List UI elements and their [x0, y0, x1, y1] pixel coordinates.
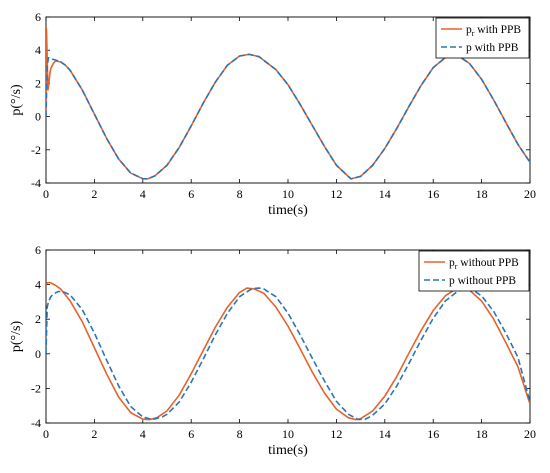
top-x-tick-label: 6 [188, 187, 194, 201]
bottom-y-tick-label: 0 [35, 347, 41, 361]
top-chart-panel: 0 2 4 6 8 10 12 14 16 18 206420-2-4time(s)p(°/s)pr… [9, 10, 536, 218]
top-y-tick-label: 4 [35, 43, 41, 57]
top-legend-entry: p with PPB [466, 42, 519, 54]
top-x-axis-label: time(s) [268, 203, 308, 218]
bottom-x-axis-label: time(s) [268, 443, 308, 458]
top-x-tick-label: 20 [524, 187, 536, 201]
top-x-tick-label: 8 [237, 187, 243, 201]
bottom-y-tick-label: 6 [35, 243, 41, 257]
bottom-x-tick-label: 0 [43, 427, 49, 441]
bottom-x-tick-label: 16 [427, 427, 439, 441]
bottom-x-tick-label: 4 [140, 427, 146, 441]
top-legend: pr with PPB p with PPB [435, 17, 530, 59]
top-x-tick-label: 2 [91, 187, 97, 201]
bottom-x-tick-label: 14 [379, 427, 391, 441]
top-series-p-line [46, 53, 530, 180]
top-series-group [46, 27, 530, 180]
bottom-x-tick-label: 2 [91, 427, 97, 441]
top-legend-entry: pr with PPB [466, 24, 521, 38]
bottom-x-tick-label: 18 [476, 427, 488, 441]
bottom-series-p-line [46, 287, 530, 421]
top-y-tick-label: -4 [31, 176, 41, 190]
top-legend-box [435, 17, 530, 59]
bottom-x-tick-label: 10 [282, 427, 294, 441]
top-x-tick-label: 14 [379, 187, 391, 201]
bottom-x-tick-label: 20 [524, 427, 536, 441]
top-y-tick-label: -2 [31, 143, 41, 157]
bottom-y-tick-label: 4 [35, 278, 41, 292]
top-x-tick-label: 16 [427, 187, 439, 201]
top-y-axis-label: p(°/s) [9, 84, 24, 116]
bottom-legend-entry: p without PPB [449, 275, 516, 287]
top-x-tick-label: 0 [43, 187, 49, 201]
top-y-tick-label: 0 [35, 110, 41, 124]
bottom-y-tick-label: 2 [35, 312, 41, 326]
bottom-x-tick-label: 8 [237, 427, 243, 441]
top-x-tick-label: 12 [330, 187, 342, 201]
bottom-chart-panel: 0 2 4 6 8 10 12 14 16 18 206420-2-4time(s)p(°/s)pr… [9, 243, 536, 458]
bottom-y-tick-label: -2 [31, 381, 41, 395]
top-y-tick-label: 2 [35, 76, 41, 90]
bottom-legend-box [418, 250, 530, 292]
bottom-series-group [46, 281, 530, 421]
top-x-tick-label: 18 [476, 187, 488, 201]
bottom-legend-entry: pr without PPB [449, 257, 519, 271]
bottom-legend: pr without PPB p without PPB [418, 250, 530, 292]
bottom-y-axis-label: p(°/s) [9, 321, 24, 353]
top-y-tick-label: 6 [35, 10, 41, 24]
top-x-tick-label: 10 [282, 187, 294, 201]
bottom-series-pr-line [46, 281, 530, 421]
bottom-x-tick-label: 6 [188, 427, 194, 441]
bottom-x-tick-label: 12 [330, 427, 342, 441]
top-x-tick-label: 4 [140, 187, 146, 201]
bottom-y-tick-label: -4 [31, 416, 41, 430]
